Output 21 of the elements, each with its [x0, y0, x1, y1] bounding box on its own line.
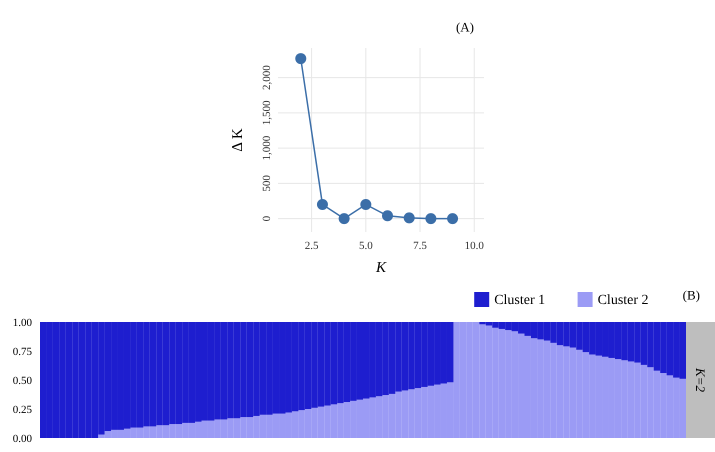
- y-tick-label: 500: [261, 174, 273, 192]
- y-tick-label: 2,000: [261, 64, 273, 90]
- y-tick-label: 1,500: [261, 100, 273, 126]
- y-tick-label: 0.00: [12, 433, 32, 445]
- y-tick-label: 1,000: [261, 135, 273, 160]
- legend-label: Cluster 2: [598, 293, 649, 308]
- y-tick-label: 0.50: [12, 375, 32, 387]
- x-tick-label: 10.0: [464, 240, 484, 252]
- chart-title: (B): [682, 288, 700, 303]
- y-tick-label: 0.25: [12, 404, 32, 416]
- y-tick-label: 1.00: [12, 317, 32, 329]
- y-tick-label: 0.75: [12, 346, 32, 358]
- x-tick-label: 2.5: [304, 240, 319, 252]
- y-axis-title: Δ K: [230, 128, 246, 152]
- legend-label: Cluster 1: [494, 293, 546, 308]
- x-axis-title: K: [374, 260, 387, 276]
- chart-title: (A): [456, 20, 474, 35]
- y-tick-label: 0: [261, 215, 273, 222]
- x-tick-label: 5.0: [358, 240, 374, 252]
- text: K=2: [693, 367, 708, 392]
- x-tick-label: 7.5: [413, 240, 428, 252]
